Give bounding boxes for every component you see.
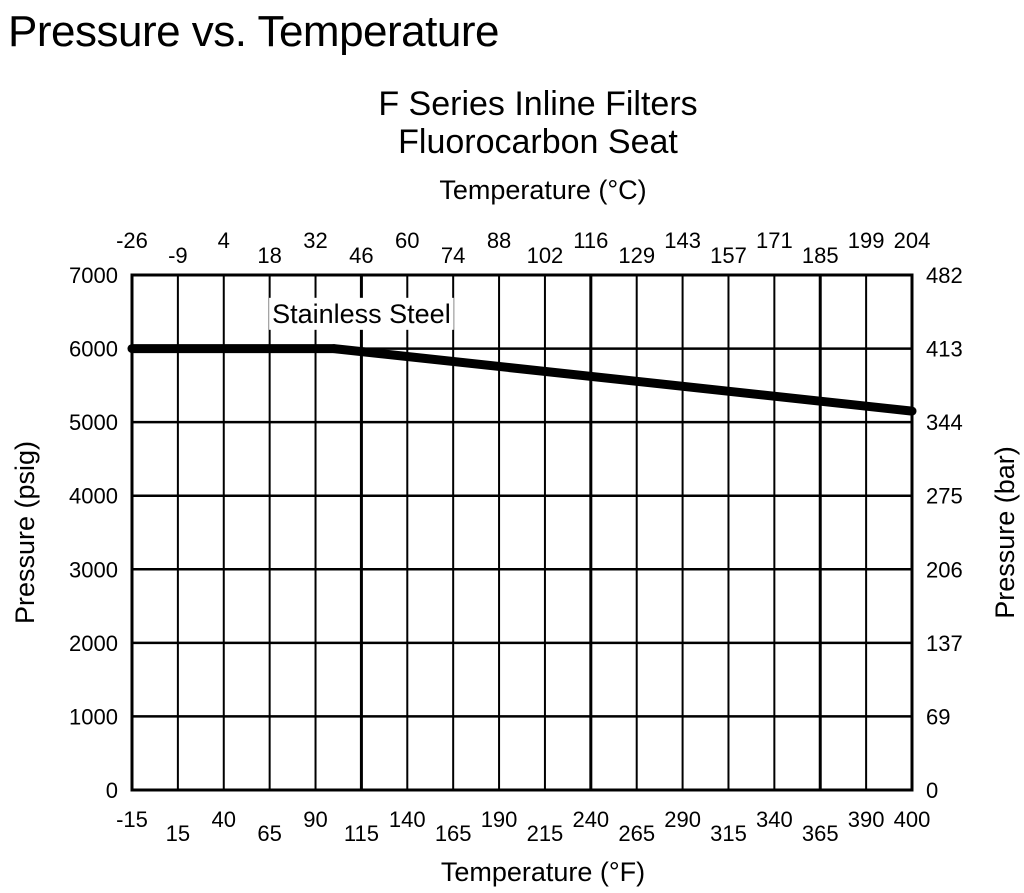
x-tick-label: 90 xyxy=(303,807,327,832)
x-tick-label-top: 143 xyxy=(664,228,701,253)
y-tick-label: 5000 xyxy=(69,410,118,435)
y-tick-label: 2000 xyxy=(69,631,118,656)
x-tick-label: 140 xyxy=(389,807,426,832)
x-tick-label-top: 102 xyxy=(527,243,564,268)
plot-frame xyxy=(130,273,914,792)
x-tick-label: 315 xyxy=(710,821,747,846)
y-tick-label: 6000 xyxy=(69,337,118,362)
chart-subtitle: Fluorocarbon Seat xyxy=(398,123,678,161)
x-tick-label: 40 xyxy=(212,807,236,832)
y-tick-label-right: 344 xyxy=(926,410,963,435)
x-tick-label: 65 xyxy=(257,821,281,846)
x-tick-label: 240 xyxy=(572,807,609,832)
x-tick-label-top: 129 xyxy=(618,243,655,268)
x-tick-label: 265 xyxy=(618,821,655,846)
x-tick-label-top: 116 xyxy=(573,228,608,253)
x-tick-label: 290 xyxy=(664,807,701,832)
y-tick-label-right: 137 xyxy=(926,631,963,656)
x-tick-label-top: 74 xyxy=(441,243,465,268)
x-tick-label-top: 199 xyxy=(848,228,885,253)
y-tick-label-right: 69 xyxy=(926,704,950,729)
y-tick-label-right: 275 xyxy=(926,484,963,509)
x-tick-label-top: 185 xyxy=(802,243,839,268)
x-tick-label-top: 18 xyxy=(257,243,281,268)
y-tick-label: 7000 xyxy=(69,263,118,288)
y-axis-label-right: Pressure (bar) xyxy=(990,446,1020,619)
annotation-label: Stainless Steel xyxy=(272,299,451,329)
series-point xyxy=(329,344,339,354)
x-tick-label-top: 32 xyxy=(303,228,327,253)
x-tick-label-top: 60 xyxy=(395,228,419,253)
y-tick-label-right: 0 xyxy=(926,778,938,803)
chart-grid xyxy=(130,273,914,792)
x-axis-label-top: Temperature (°C) xyxy=(439,175,646,205)
series-point xyxy=(907,406,917,416)
x-tick-label: 365 xyxy=(802,821,839,846)
x-tick-label: -15 xyxy=(116,807,148,832)
y-tick-label-right: 206 xyxy=(926,557,963,582)
x-tick-label-top: 157 xyxy=(710,243,747,268)
y-tick-label: 1000 xyxy=(69,704,118,729)
x-tick-label-top: 46 xyxy=(349,243,373,268)
y-tick-label: 3000 xyxy=(69,557,118,582)
x-axis-label: Temperature (°F) xyxy=(441,857,645,887)
chart-labels: -151540659011514016519021524026529031534… xyxy=(10,85,1020,887)
x-tick-label: 190 xyxy=(481,807,518,832)
y-tick-label: 0 xyxy=(106,778,118,803)
x-tick-label: 165 xyxy=(435,821,472,846)
y-tick-label-right: 482 xyxy=(926,263,963,288)
x-tick-label: 400 xyxy=(894,807,931,832)
chart-title: F Series Inline Filters xyxy=(378,85,697,123)
x-tick-label-top: 171 xyxy=(756,228,793,253)
x-tick-label: 215 xyxy=(527,821,564,846)
x-tick-label: 390 xyxy=(848,807,885,832)
x-tick-label: 15 xyxy=(166,821,190,846)
x-tick-label-top: -9 xyxy=(168,243,188,268)
chart-series xyxy=(127,344,917,416)
x-tick-label-top: 88 xyxy=(487,228,511,253)
series-line-stainless-steel xyxy=(132,344,913,416)
annotation-background xyxy=(269,297,454,330)
y-tick-label-right: 413 xyxy=(926,337,963,362)
x-tick-label-top: 204 xyxy=(894,228,931,253)
y-axis-label: Pressure (psig) xyxy=(10,441,40,624)
page-title: Pressure vs. Temperature xyxy=(8,7,499,56)
x-tick-label: 340 xyxy=(756,807,793,832)
y-tick-label: 4000 xyxy=(69,484,118,509)
series-point xyxy=(127,344,137,354)
x-tick-label: 115 xyxy=(344,821,379,846)
x-tick-label-top: 4 xyxy=(218,228,230,253)
x-tick-label-top: -26 xyxy=(116,228,148,253)
